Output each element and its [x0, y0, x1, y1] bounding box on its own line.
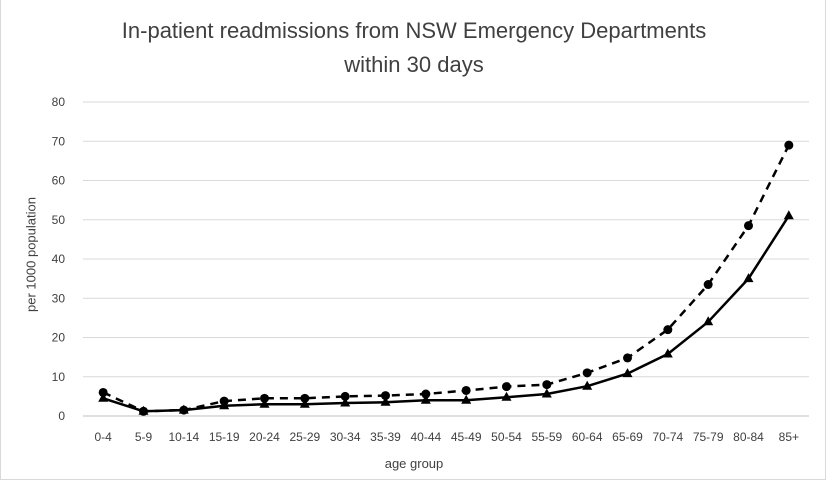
- y-tick-label: 50: [52, 213, 66, 227]
- data-point-triangle: [340, 397, 351, 407]
- data-point-triangle: [743, 273, 754, 283]
- x-axis-label: age group: [384, 456, 444, 471]
- x-tick-label: 0-4: [94, 430, 112, 444]
- y-tick-label: 10: [52, 370, 66, 384]
- data-point-triangle: [622, 368, 633, 378]
- y-tick-label: 70: [52, 134, 66, 148]
- series-line-1: [102, 144, 790, 413]
- data-point-circle: [98, 387, 108, 397]
- x-tick-label: 80-84: [733, 430, 764, 444]
- data-point-triangle: [178, 404, 189, 414]
- data-point-circle: [461, 385, 471, 395]
- data-point-circle: [582, 368, 592, 378]
- data-point-circle: [381, 391, 390, 401]
- data-point-triangle: [380, 396, 391, 406]
- y-tick-label: 0: [58, 409, 65, 423]
- x-tick-label: 30-34: [330, 430, 361, 444]
- data-point-triangle: [501, 391, 512, 401]
- x-tick-label: 50-54: [491, 430, 522, 444]
- data-point-triangle: [461, 394, 472, 404]
- data-point-circle: [744, 221, 753, 231]
- x-tick-label: 15-19: [209, 430, 240, 444]
- y-tick-label: 80: [52, 95, 66, 109]
- x-tick-label: 10-14: [168, 430, 199, 444]
- data-point-circle: [340, 391, 350, 401]
- y-tick-label: 40: [52, 252, 66, 266]
- data-point-circle: [260, 393, 269, 403]
- x-tick-label: 20-24: [249, 430, 280, 444]
- data-point-triangle: [783, 210, 794, 220]
- x-tick-label: 65-69: [612, 430, 643, 444]
- x-tick-label: 35-39: [370, 430, 401, 444]
- data-point-triangle: [420, 394, 431, 404]
- x-tick-label: 25-29: [289, 430, 320, 444]
- x-tick-label: 75-79: [693, 430, 724, 444]
- x-tick-label: 70-74: [652, 430, 683, 444]
- data-point-triangle: [98, 392, 109, 402]
- data-point-circle: [300, 393, 310, 403]
- data-point-triangle: [582, 380, 593, 390]
- data-point-triangle: [703, 316, 714, 326]
- data-point-circle: [663, 325, 673, 335]
- data-point-circle: [502, 382, 511, 392]
- data-point-circle: [421, 389, 431, 399]
- data-point-circle: [784, 140, 794, 150]
- series-line-2: [102, 215, 790, 413]
- chart-title-line1: In-patient readmissions from NSW Emergen…: [121, 18, 707, 43]
- data-point-triangle: [219, 400, 230, 410]
- x-tick-label: 85+: [779, 430, 799, 444]
- data-point-circle: [703, 280, 713, 290]
- y-tick-label: 60: [52, 174, 66, 188]
- data-point-triangle: [259, 398, 270, 408]
- x-tick-label: 45-49: [451, 430, 482, 444]
- data-point-circle: [542, 380, 552, 390]
- data-point-triangle: [662, 348, 673, 358]
- x-tick-label: 60-64: [572, 430, 603, 444]
- y-tick-label: 30: [52, 291, 66, 305]
- y-tick-label: 20: [52, 331, 66, 345]
- x-tick-label: 5-9: [135, 430, 153, 444]
- data-point-triangle: [299, 398, 310, 408]
- data-point-triangle: [541, 388, 552, 398]
- x-tick-label: 40-44: [410, 430, 441, 444]
- data-point-triangle: [138, 405, 149, 415]
- x-tick-label: 55-59: [531, 430, 562, 444]
- data-point-circle: [623, 353, 632, 363]
- chart-title-line2: within 30 days: [344, 52, 484, 77]
